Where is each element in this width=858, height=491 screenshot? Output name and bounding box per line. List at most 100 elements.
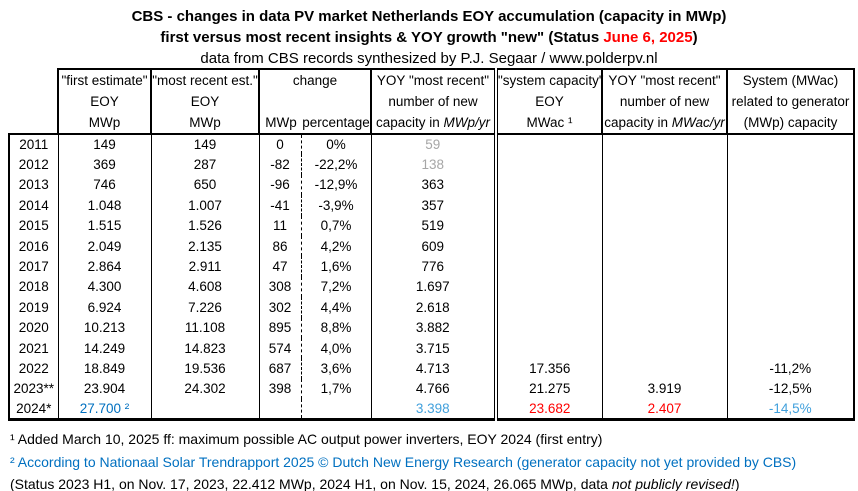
cell-year: 2022 xyxy=(8,358,59,379)
cell-recent: 4.608 xyxy=(151,276,260,298)
cell-pct: 0,7% xyxy=(301,215,372,236)
cell-year: 2016 xyxy=(8,235,59,257)
cell-first: 2.864 xyxy=(58,256,152,277)
cell-pct: -22,2% xyxy=(301,154,372,175)
cell-ratio xyxy=(727,337,855,359)
table-row: 2023** 23.904 24.302 398 1,7% 4.766 21.275 3.91… xyxy=(8,378,855,400)
cell-chg: 11 xyxy=(259,215,302,236)
cell-ratio xyxy=(727,297,855,318)
table-row: 2021 14.249 14.823 574 4,0% 3.715 xyxy=(8,337,855,359)
cell-year: 2023** xyxy=(8,378,59,400)
cell-sys xyxy=(496,154,603,175)
cell-first: 10.213 xyxy=(58,317,152,338)
title-line-3: data from CBS records synthesized by P.J… xyxy=(200,50,658,67)
cell-recent: 7.226 xyxy=(151,297,260,318)
cell-ratio: -12,5% xyxy=(727,378,855,400)
cell-pct: 7,2% xyxy=(301,276,372,298)
footnotes: ¹ Added March 10, 2025 ff: maximum possi… xyxy=(10,428,850,491)
cell-recent: 24.302 xyxy=(151,378,260,400)
cell-first: 149 xyxy=(58,134,152,155)
cell-sys xyxy=(496,276,603,298)
cell-pct: 8,8% xyxy=(301,317,372,338)
cell-ratio xyxy=(727,134,855,155)
cell-yoyac: 3.919 xyxy=(602,378,728,400)
table-row: 2013 746 650 -96 -12,9% 363 xyxy=(8,174,855,196)
cell-year: 2013 xyxy=(8,174,59,196)
cell-ratio xyxy=(727,276,855,298)
cell-sys xyxy=(496,337,603,359)
footnote-1: ¹ Added March 10, 2025 ff: maximum possi… xyxy=(10,431,603,447)
table-row: 2018 4.300 4.608 308 7,2% 1.697 xyxy=(8,276,855,298)
cell-year: 2020 xyxy=(8,317,59,338)
title-line-2: first versus most recent insights & YOY … xyxy=(160,29,698,46)
cell-first: 6.924 xyxy=(58,297,152,318)
cell-first: 4.300 xyxy=(58,276,152,298)
title-line-1: CBS - changes in data PV market Netherla… xyxy=(131,8,727,25)
cell-pct: -3,9% xyxy=(301,195,372,216)
cell-yoy: 2.618 xyxy=(371,297,498,318)
data-table: "first estimate" EOY MWp "most recent es… xyxy=(8,68,855,421)
cell-chg: 574 xyxy=(259,337,302,359)
cell-yoy: 3.882 xyxy=(371,317,498,338)
cell-yoy: 138 xyxy=(371,154,498,175)
cell-year: 2021 xyxy=(8,337,59,359)
header-yoy-mwac: YOY "most recent" number of new capacity… xyxy=(601,68,728,135)
cell-yoyac xyxy=(602,297,728,318)
cell-yoyac xyxy=(602,215,728,236)
cell-chg: 308 xyxy=(259,276,302,298)
cell-recent: 14.823 xyxy=(151,337,260,359)
cell-recent: 149 xyxy=(151,134,260,155)
cell-yoyac xyxy=(602,256,728,277)
cell-yoy: 1.697 xyxy=(371,276,498,298)
cell-recent: 2.911 xyxy=(151,256,260,277)
status-date: June 6, 2025 xyxy=(603,29,693,46)
cell-sys xyxy=(496,317,603,338)
cell-yoyac xyxy=(602,134,728,155)
table-row: 2011 149 149 0 0% 59 xyxy=(8,132,855,155)
cell-recent: 2.135 xyxy=(151,235,260,257)
page-title: CBS - changes in data PV market Netherla… xyxy=(0,6,858,69)
header-yoy-mwp: YOY "most recent" number of new capacity… xyxy=(370,68,498,135)
cell-recent: 287 xyxy=(151,154,260,175)
cell-ratio xyxy=(727,235,855,257)
cell-pct: 1,6% xyxy=(301,256,372,277)
cell-chg: 687 xyxy=(259,358,302,379)
header-change-percentage: percentage xyxy=(302,115,370,130)
cell-first: 1.048 xyxy=(58,195,152,216)
header-first-estimate: "first estimate" EOY MWp xyxy=(57,68,152,135)
cell-year: 2019 xyxy=(8,297,59,318)
cell-pct: 0% xyxy=(301,134,372,155)
cell-sys xyxy=(496,134,603,155)
table-row: 2022 18.849 19.536 687 3,6% 4.713 17.356 -11,2% xyxy=(8,358,855,379)
cell-ratio xyxy=(727,215,855,236)
header-row: "first estimate" EOY MWp "most recent es… xyxy=(9,68,855,135)
cell-yoyac xyxy=(602,154,728,175)
table-row: 2020 10.213 11.108 895 8,8% 3.882 xyxy=(8,317,855,338)
cell-sys xyxy=(496,297,603,318)
cell-first: 27.700 ² xyxy=(58,399,152,421)
cell-ratio: -14,5% xyxy=(727,399,855,421)
cell-sys: 23.682 xyxy=(496,399,603,421)
cell-ratio: -11,2% xyxy=(727,358,855,379)
table-body: 2011 149 149 0 0% 59 2012 369 287 -82 -22,2% 138 201… xyxy=(8,132,855,421)
cell-sys xyxy=(496,195,603,216)
cell-yoy: 363 xyxy=(371,174,498,196)
cell-yoyac xyxy=(602,235,728,257)
cell-pct: -12,9% xyxy=(301,174,372,196)
cell-recent: 1.007 xyxy=(151,195,260,216)
cell-ratio xyxy=(727,174,855,196)
cell-sys: 21.275 xyxy=(496,378,603,400)
cell-year: 2024* xyxy=(8,399,59,421)
cell-sys xyxy=(496,215,603,236)
cell-yoy: 357 xyxy=(371,195,498,216)
cell-chg: -82 xyxy=(259,154,302,175)
cell-pct: 4,0% xyxy=(301,337,372,359)
cell-pct: 3,6% xyxy=(301,358,372,379)
cell-ratio xyxy=(727,317,855,338)
footnote-2: ² According to Nationaal Solar Trendrapp… xyxy=(10,453,797,470)
table-row: 2017 2.864 2.911 47 1,6% 776 xyxy=(8,256,855,277)
cell-yoy: 609 xyxy=(371,235,498,257)
header-system-capacity: "system capacity" EOY MWac ¹ xyxy=(495,68,604,135)
header-change-mwp: MWp xyxy=(265,115,297,130)
table-row: 2019 6.924 7.226 302 4,4% 2.618 xyxy=(8,297,855,318)
